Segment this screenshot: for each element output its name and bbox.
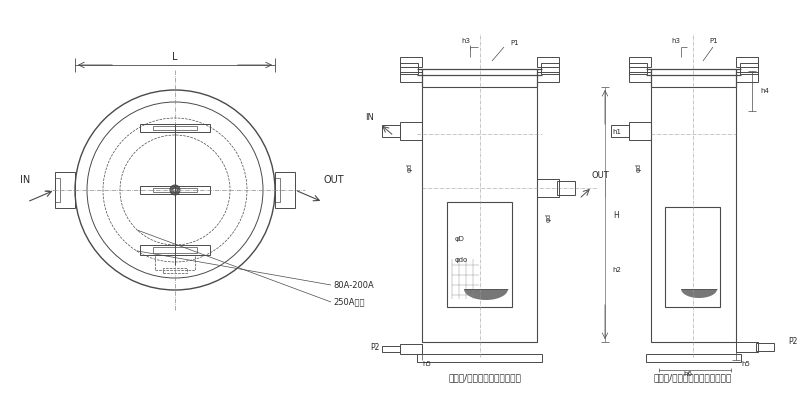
Text: h6: h6 xyxy=(683,371,693,377)
Bar xyxy=(447,202,512,307)
Bar xyxy=(629,72,651,82)
Polygon shape xyxy=(681,289,717,298)
Text: 250A以上: 250A以上 xyxy=(333,298,365,306)
Bar xyxy=(557,181,575,195)
Text: φdo: φdo xyxy=(455,257,468,263)
Text: h3: h3 xyxy=(671,38,681,44)
Text: φD: φD xyxy=(455,236,465,242)
Polygon shape xyxy=(464,289,508,300)
Text: P1: P1 xyxy=(510,40,518,46)
Text: φd: φd xyxy=(636,162,642,172)
Text: h5: h5 xyxy=(422,361,431,367)
Bar xyxy=(400,122,422,140)
Text: P2: P2 xyxy=(370,342,379,352)
Bar xyxy=(736,57,758,67)
Bar xyxy=(756,343,774,351)
Bar xyxy=(400,72,422,82)
Bar xyxy=(736,72,758,82)
Bar xyxy=(400,344,422,354)
Text: φd: φd xyxy=(546,212,552,222)
Bar xyxy=(140,186,210,194)
Text: h5: h5 xyxy=(741,361,750,367)
Text: h1: h1 xyxy=(612,129,621,135)
Text: ドレン/ベント：プラグタイプ: ドレン/ベント：プラグタイプ xyxy=(449,374,522,382)
Bar xyxy=(55,178,60,202)
Bar xyxy=(382,346,400,352)
Bar xyxy=(537,57,559,67)
Text: P2: P2 xyxy=(788,338,798,346)
Bar xyxy=(537,72,559,82)
Bar xyxy=(55,172,75,208)
Bar xyxy=(646,354,741,362)
Text: OUT: OUT xyxy=(323,175,344,185)
Text: IN: IN xyxy=(20,175,30,185)
Bar xyxy=(382,125,400,137)
Bar xyxy=(163,268,187,273)
Text: H: H xyxy=(613,210,618,220)
Bar xyxy=(537,179,559,197)
Bar xyxy=(417,354,542,362)
Bar xyxy=(665,207,720,307)
Bar xyxy=(155,255,195,270)
Bar xyxy=(275,172,295,208)
Bar xyxy=(140,245,210,255)
Circle shape xyxy=(173,188,177,192)
Bar xyxy=(400,63,418,74)
Bar xyxy=(629,63,647,74)
Bar xyxy=(422,87,537,342)
Bar xyxy=(651,87,736,342)
Text: OUT: OUT xyxy=(592,170,610,180)
Bar xyxy=(153,188,197,192)
Text: φd: φd xyxy=(407,162,413,172)
Bar xyxy=(153,247,197,253)
Text: L: L xyxy=(172,52,178,62)
Bar xyxy=(736,342,758,352)
Text: h3: h3 xyxy=(462,38,470,44)
Bar xyxy=(153,126,197,130)
Bar xyxy=(140,124,210,132)
Bar xyxy=(541,63,559,74)
Text: h2: h2 xyxy=(612,267,621,273)
Bar xyxy=(629,122,651,140)
Text: h4: h4 xyxy=(760,88,769,94)
Text: IN: IN xyxy=(365,114,374,122)
Bar xyxy=(400,57,422,67)
Text: ドレン/ベント：フランジタイプ: ドレン/ベント：フランジタイプ xyxy=(654,374,732,382)
Circle shape xyxy=(170,185,180,195)
Text: P1: P1 xyxy=(709,38,718,44)
Bar xyxy=(629,57,651,67)
Bar xyxy=(275,178,280,202)
Text: 80A-200A: 80A-200A xyxy=(333,280,374,290)
Bar xyxy=(611,125,629,137)
Bar xyxy=(740,63,758,74)
